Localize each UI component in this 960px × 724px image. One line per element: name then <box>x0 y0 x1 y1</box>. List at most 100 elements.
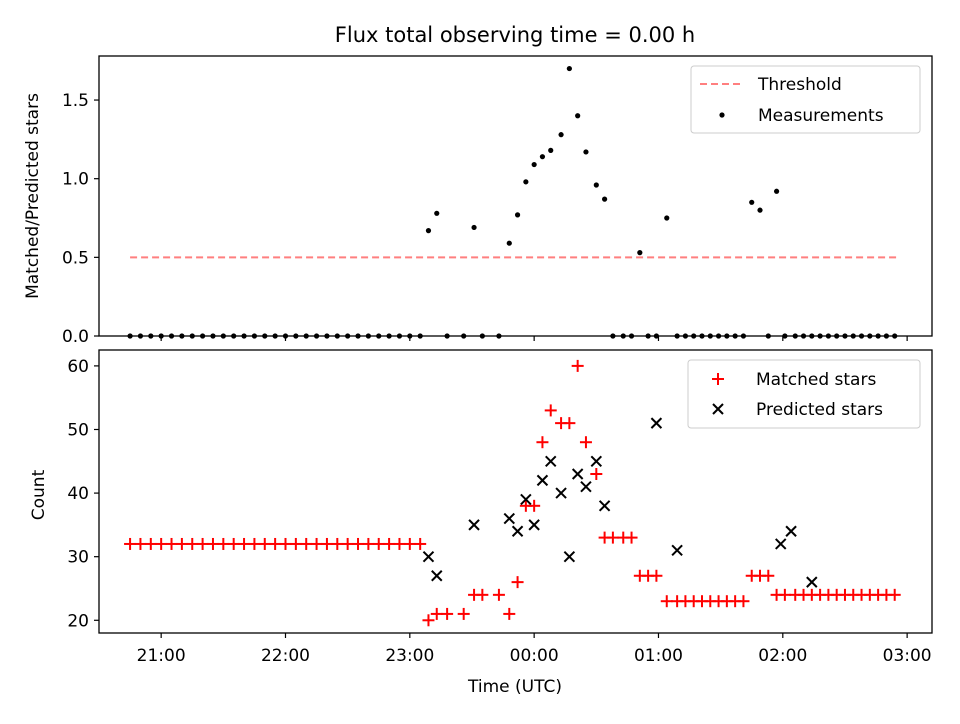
matched-star-marker <box>503 607 516 620</box>
measurement-point <box>425 228 432 234</box>
matched-star-marker <box>186 537 199 550</box>
measurement-point <box>548 147 554 153</box>
top-x-ticks <box>160 336 908 341</box>
matched-star-marker <box>238 537 251 550</box>
measurement-point <box>749 199 755 205</box>
predicted-star-marker <box>555 487 567 499</box>
bottom-plot-area <box>124 359 901 627</box>
top-y-tick-label: 0.5 <box>62 248 89 268</box>
top-y-axis-label: Matched/Predicted stars <box>23 93 43 299</box>
matched-star-marker <box>590 468 603 481</box>
bottom-y-axis-label: Count <box>29 469 49 520</box>
top-legend: Threshold Measurements <box>690 65 921 134</box>
matched-star-marker <box>300 537 313 550</box>
predicted-star-marker <box>468 519 480 531</box>
bottom-y-ticks: 20 30 40 50 60 <box>67 357 99 631</box>
predicted-star-marker <box>520 493 532 506</box>
matched-star-marker <box>606 531 619 544</box>
measurement-point <box>558 132 564 138</box>
bottom-x-tick-label: 22:00 <box>261 646 310 666</box>
bottom-x-tick-label: 21:00 <box>137 646 186 666</box>
matched-star-marker <box>269 537 282 550</box>
matched-star-marker <box>888 588 901 601</box>
measurement-point <box>566 65 572 72</box>
measurement-point <box>773 188 780 194</box>
matched-star-marker <box>441 607 454 620</box>
measurement-point <box>539 154 546 160</box>
matched-star-marker <box>430 607 443 620</box>
measurement-point <box>471 224 477 231</box>
matched-star-marker <box>563 417 576 430</box>
top-legend-box <box>690 65 921 134</box>
bottom-x-tick-label: 02:00 <box>758 646 807 666</box>
measurement-point <box>602 196 608 202</box>
matched-star-marker <box>217 537 230 550</box>
bottom-x-tick-label: 03:00 <box>883 646 932 666</box>
measurement-point <box>593 182 599 188</box>
top-y-tick-label: 1.0 <box>62 170 89 190</box>
legend-measurements-swatch <box>719 112 725 118</box>
matched-star-marker <box>403 537 416 550</box>
matched-star-marker <box>762 569 775 582</box>
matched-star-marker <box>778 588 791 601</box>
bottom-x-tick-label: 23:00 <box>385 646 434 666</box>
bottom-legend-box <box>687 359 921 429</box>
predicted-stars-layer <box>422 417 818 588</box>
matched-star-marker <box>352 537 365 550</box>
measurement-point <box>575 113 581 119</box>
chart-title: Flux total observing time = 0.00 h <box>335 23 695 47</box>
bottom-y-tick-label: 60 <box>67 357 89 377</box>
measurement-point <box>637 250 643 256</box>
measurement-point <box>664 215 670 221</box>
matched-star-marker <box>528 499 541 512</box>
matched-star-marker <box>331 537 344 550</box>
matched-star-marker <box>258 537 271 550</box>
predicted-star-marker <box>775 538 787 550</box>
matched-star-marker <box>124 537 137 550</box>
predicted-star-marker <box>785 525 797 537</box>
matched-star-marker <box>393 537 406 550</box>
bottom-x-tick-label: 00:00 <box>510 646 559 666</box>
matched-star-marker <box>341 537 354 550</box>
legend-matched-label: Matched stars <box>756 370 876 390</box>
predicted-star-marker <box>671 544 683 557</box>
matched-star-marker <box>196 537 209 550</box>
matched-star-marker <box>248 537 261 550</box>
bottom-y-tick-label: 50 <box>67 420 89 440</box>
matched-star-marker <box>175 537 188 550</box>
matched-star-marker <box>422 614 435 627</box>
measurement-point <box>506 240 512 246</box>
bottom-x-axis-label: Time (UTC) <box>467 677 562 697</box>
predicted-star-marker <box>580 481 592 493</box>
predicted-star-marker <box>545 455 557 467</box>
bottom-axes-frame <box>98 349 933 634</box>
matched-star-marker <box>414 537 427 550</box>
matched-star-marker <box>372 537 385 550</box>
bottom-legend: Matched stars Predicted stars <box>687 359 921 429</box>
matched-star-marker <box>511 576 524 589</box>
measurement-point <box>523 179 529 185</box>
matched-star-marker <box>206 537 219 550</box>
bottom-y-tick-label: 30 <box>67 548 89 568</box>
matched-star-marker <box>457 607 470 620</box>
predicted-star-marker <box>590 455 603 467</box>
measurement-point <box>434 210 440 216</box>
bottom-y-tick-label: 20 <box>67 611 89 631</box>
matched-star-marker <box>134 537 147 550</box>
matched-star-marker <box>144 537 157 550</box>
predicted-star-marker <box>528 519 540 531</box>
predicted-star-marker <box>598 500 611 512</box>
predicted-star-marker <box>571 468 584 480</box>
matched-star-marker <box>310 537 323 550</box>
matched-stars-layer <box>124 359 901 627</box>
bottom-y-tick-label: 40 <box>67 484 89 504</box>
matched-star-marker <box>492 588 505 601</box>
predicted-star-marker <box>422 550 435 563</box>
legend-predicted-swatch <box>712 403 724 415</box>
matched-star-marker <box>544 404 557 417</box>
matched-star-marker <box>362 537 375 550</box>
top-y-tick-label: 1.5 <box>62 91 89 111</box>
matched-star-marker <box>650 569 663 582</box>
predicted-star-marker <box>511 525 524 537</box>
